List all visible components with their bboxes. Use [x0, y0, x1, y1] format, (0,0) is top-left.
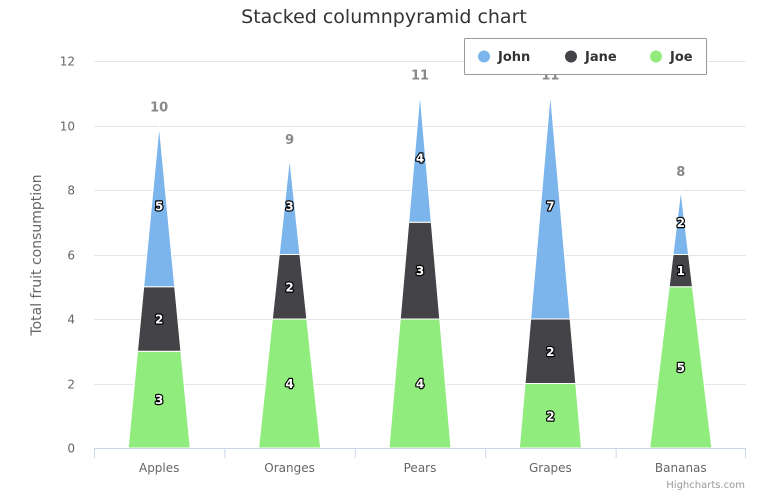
column-bananas: 5 1 2 8 — [649, 165, 713, 449]
legend-box — [464, 38, 707, 75]
data-label: 3 — [285, 200, 293, 214]
data-label: 4 — [416, 377, 424, 391]
data-label: 1 — [677, 264, 685, 278]
column-oranges: 4 2 3 9 — [258, 133, 322, 449]
data-label: 3 — [155, 393, 163, 407]
data-label: 7 — [546, 200, 554, 214]
legend-item-john[interactable]: John — [478, 50, 530, 65]
legend-label: Jane — [584, 50, 617, 65]
x-tick-label: Apples — [139, 461, 179, 475]
data-label: 3 — [416, 264, 424, 278]
y-tick-label: 10 — [60, 120, 75, 134]
legend-symbol — [650, 50, 662, 63]
chart-title: Stacked columnpyramid chart — [241, 6, 527, 28]
data-label: 4 — [285, 377, 293, 391]
data-label: 5 — [155, 200, 163, 214]
x-tick-label: Pears — [404, 461, 437, 475]
data-label: 2 — [677, 216, 685, 230]
y-tick-label: 8 — [67, 184, 75, 198]
segment-john-bananas[interactable] — [672, 189, 690, 255]
data-label: 2 — [155, 313, 163, 327]
x-tick-label: Grapes — [529, 461, 572, 475]
column-apples: 3 2 5 10 — [127, 101, 191, 449]
data-label: 5 — [677, 361, 685, 375]
y-tick-label: 12 — [60, 55, 75, 69]
y-tick-label: 4 — [67, 313, 75, 327]
x-tick-label: Oranges — [264, 461, 315, 475]
legend-symbol — [478, 50, 490, 63]
segment-john-pears[interactable] — [408, 93, 432, 223]
column-pears: 4 3 4 11 — [388, 68, 452, 449]
plot-area: 3 2 5 10 4 2 3 9 4 3 4 11 2 2 7 11 5 1 2 8 — [127, 68, 713, 449]
legend-label: Joe — [669, 50, 693, 65]
x-tick-label: Bananas — [655, 461, 707, 475]
data-label: 2 — [546, 345, 554, 359]
data-label: 2 — [285, 280, 293, 294]
stack-total-label: 11 — [411, 68, 429, 83]
y-tick-label: 0 — [67, 442, 75, 456]
data-label: 4 — [416, 151, 424, 165]
legend-item-joe[interactable]: Joe — [650, 50, 693, 65]
stack-total-label: 8 — [676, 165, 685, 180]
legend-item-jane[interactable]: Jane — [565, 50, 617, 65]
y-tick-label: 2 — [67, 378, 75, 392]
legend-symbol — [565, 50, 577, 63]
stack-total-label: 9 — [285, 133, 294, 148]
legend-label: John — [497, 50, 530, 65]
y-axis-ticks: 0 2 4 6 8 10 12 — [60, 55, 75, 456]
segment-john-oranges[interactable] — [278, 157, 301, 255]
segment-john-apples[interactable] — [143, 125, 176, 288]
segment-john-grapes[interactable] — [530, 93, 571, 320]
credits-link[interactable]: Highcharts.com — [666, 480, 745, 491]
stack-total-label: 10 — [150, 101, 168, 116]
legend: John Jane Joe — [464, 38, 707, 75]
y-axis-title: Total fruit consumption — [29, 174, 45, 336]
y-tick-label: 6 — [67, 249, 75, 263]
x-axis-ticks: Apples Oranges Pears Grapes Bananas — [94, 448, 746, 475]
data-label: 2 — [546, 409, 554, 423]
